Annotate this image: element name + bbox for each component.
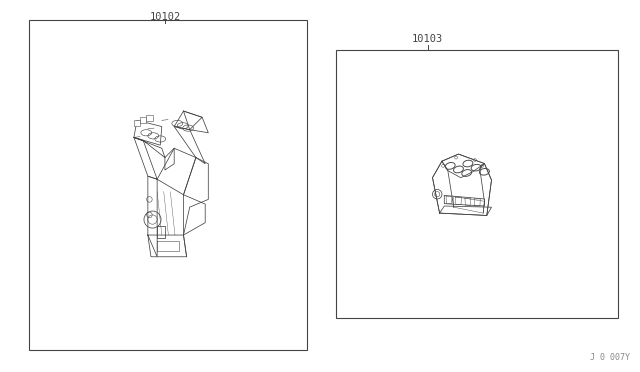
Bar <box>140 117 147 124</box>
Bar <box>147 115 152 121</box>
Bar <box>336 50 618 318</box>
Bar <box>134 119 140 126</box>
Text: 10103: 10103 <box>412 34 443 44</box>
Text: J 0 007Y: J 0 007Y <box>590 353 630 362</box>
Bar <box>29 20 307 350</box>
Text: 10102: 10102 <box>150 12 180 22</box>
